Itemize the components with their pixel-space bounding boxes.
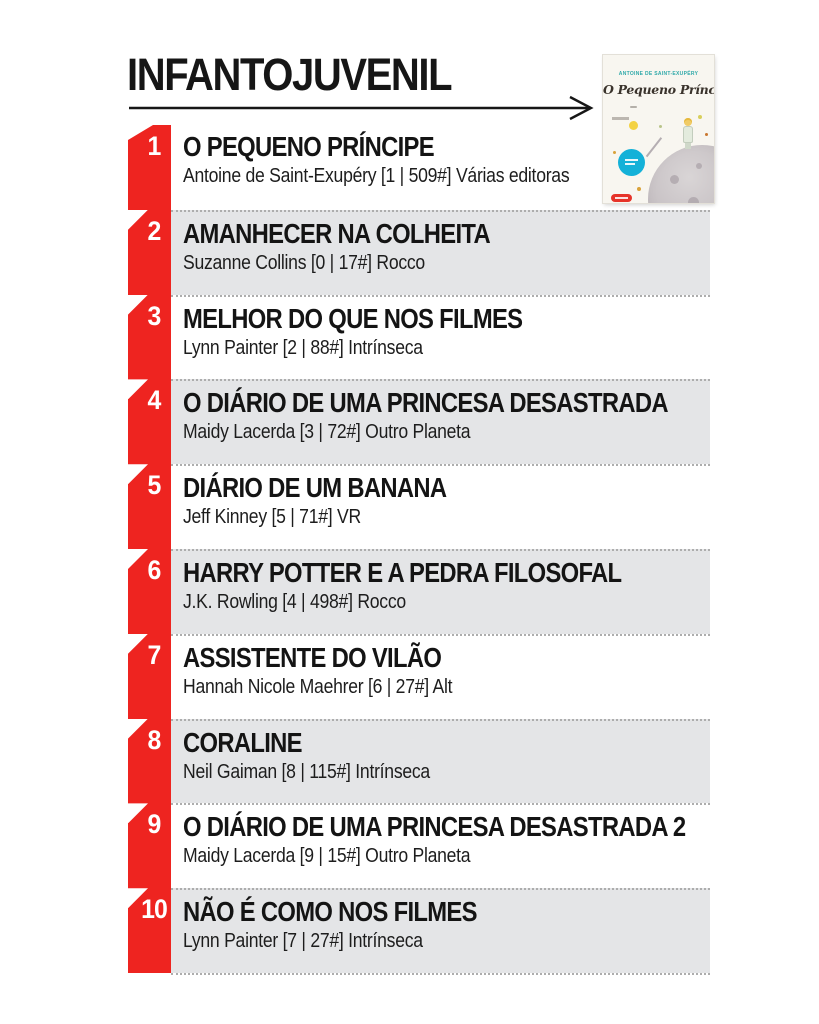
- rank-badge: 5: [128, 464, 171, 549]
- book-title: HARRY POTTER E A PEDRA FILOSOFAL: [183, 556, 622, 588]
- rank-number: 6: [147, 555, 162, 585]
- book-title: DIÁRIO DE UM BANANA: [183, 472, 447, 504]
- blue-sticker: [618, 149, 645, 176]
- rank-number: 9: [147, 809, 162, 840]
- star-dot: [698, 115, 702, 119]
- rank-badge: 10: [128, 888, 171, 973]
- book-title: AMANHECER NA COLHEITA: [183, 217, 491, 249]
- star-dot: [637, 187, 641, 191]
- book-details: Suzanne Collins [0 | 17#] Rocco: [183, 251, 425, 274]
- book-title: MELHOR DO QUE NOS FILMES: [183, 302, 523, 334]
- list-item: HARRY POTTER E A PEDRA FILOSOFAL J.K. Ro…: [171, 548, 710, 634]
- book-details: Hannah Nicole Maehrer [6 | 27#] Alt: [183, 675, 453, 698]
- rank-number: 1: [147, 131, 162, 161]
- rank-badge: 3: [128, 294, 171, 380]
- list-item: ASSISTENTE DO VILÃO Hannah Nicole Maehre…: [171, 633, 710, 719]
- book-details: Neil Gaiman [8 | 115#] Intrínseca: [183, 760, 430, 783]
- cover-title: O Pequeno Príncipe: [603, 82, 714, 97]
- rank-ribbon-strip: 1 2 3 4 5 6 7: [128, 125, 171, 973]
- ranking-rows: O PEQUENO PRÍNCIPE Antoine de Saint-Exup…: [171, 125, 710, 975]
- rank-number: 2: [147, 215, 162, 246]
- rank-number: 7: [147, 639, 162, 670]
- list-item: O DIÁRIO DE UMA PRINCESA DESASTRADA Maid…: [171, 379, 710, 465]
- list-item: MELHOR DO QUE NOS FILMES Lynn Painter [2…: [171, 294, 710, 380]
- cover-author-line: ANTOINE DE SAINT-EXUPÉRY: [618, 71, 699, 77]
- rank-badge: 2: [128, 209, 171, 295]
- list-item: DIÁRIO DE UM BANANA Jeff Kinney [5 | 71#…: [171, 464, 710, 549]
- list-item: O PEQUENO PRÍNCIPE Antoine de Saint-Exup…: [171, 125, 710, 210]
- cover-subtitle-line: [612, 117, 629, 120]
- rank-badge: 4: [128, 379, 171, 464]
- rank-number: 10: [141, 894, 168, 925]
- star-dot: [613, 151, 616, 154]
- book-details: Jeff Kinney [5 | 71#] VR: [183, 506, 361, 529]
- book-title: NÃO É COMO NOS FILMES: [183, 896, 477, 928]
- list-item: CORALINE Neil Gaiman [8 | 115#] Intrínse…: [171, 718, 710, 804]
- star-dot: [705, 133, 708, 136]
- book-title: O DIÁRIO DE UMA PRINCESA DESASTRADA: [183, 387, 669, 419]
- cover-ornament: [630, 106, 637, 108]
- rank-badge: 6: [128, 549, 171, 634]
- book-cover: ANTOINE DE SAINT-EXUPÉRY O Pequeno Prínc…: [603, 55, 714, 203]
- book-title: O DIÁRIO DE UMA PRINCESA DESASTRADA 2: [183, 811, 686, 843]
- list-item: AMANHECER NA COLHEITA Suzanne Collins [0…: [171, 209, 710, 295]
- rank-number: 5: [147, 470, 162, 501]
- page-title: INFANTOJUVENIL: [127, 50, 453, 101]
- book-title: CORALINE: [183, 726, 303, 758]
- list-item: NÃO É COMO NOS FILMES Lynn Painter [7 | …: [171, 888, 710, 973]
- rank-badge: 9: [128, 803, 171, 888]
- book-details: Maidy Lacerda [9 | 15#] Outro Planeta: [183, 845, 471, 868]
- book-details: J.K. Rowling [4 | 498#] Rocco: [183, 590, 406, 613]
- prince-figure: [681, 118, 695, 150]
- list-item: O DIÁRIO DE UMA PRINCESA DESASTRADA 2 Ma…: [171, 803, 710, 888]
- book-title: O PEQUENO PRÍNCIPE: [183, 131, 435, 162]
- book-details: Lynn Painter [7 | 27#] Intrínseca: [183, 930, 423, 953]
- book-details: Antoine de Saint-Exupéry [1 | 509#] Vári…: [183, 165, 570, 187]
- rank-number: 4: [147, 385, 162, 416]
- rank-badge: 1: [128, 125, 171, 210]
- rank-badge: 8: [128, 718, 171, 804]
- publisher-logo: [611, 194, 632, 202]
- book-title: ASSISTENTE DO VILÃO: [183, 641, 442, 673]
- rank-number: 3: [147, 300, 162, 331]
- star-dot: [659, 125, 662, 128]
- sun-dot: [629, 121, 638, 130]
- rank-badge: 7: [128, 633, 171, 719]
- right-arrow-icon: [129, 95, 594, 121]
- book-details: Lynn Painter [2 | 88#] Intrínseca: [183, 336, 423, 359]
- book-details: Maidy Lacerda [3 | 72#] Outro Planeta: [183, 421, 471, 444]
- ranking-list: 1 2 3 4 5 6 7: [128, 125, 710, 975]
- rank-number: 8: [147, 724, 162, 755]
